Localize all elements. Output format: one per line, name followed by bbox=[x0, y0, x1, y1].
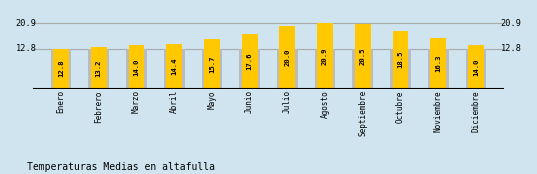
Bar bbox=[240, 49, 260, 89]
Text: 13.2: 13.2 bbox=[96, 59, 101, 77]
Text: 14.4: 14.4 bbox=[171, 57, 177, 75]
Text: 12.8: 12.8 bbox=[58, 60, 64, 77]
Bar bbox=[355, 24, 371, 89]
Text: 12.8: 12.8 bbox=[500, 44, 521, 53]
Bar bbox=[50, 49, 71, 89]
Text: 16.3: 16.3 bbox=[436, 54, 441, 72]
Bar bbox=[91, 47, 107, 89]
Bar bbox=[315, 49, 336, 89]
Bar bbox=[53, 49, 69, 89]
Bar bbox=[277, 49, 297, 89]
Text: 14.0: 14.0 bbox=[133, 58, 140, 76]
Bar bbox=[393, 31, 409, 89]
Bar bbox=[430, 38, 446, 89]
Bar bbox=[242, 34, 258, 89]
Bar bbox=[128, 45, 144, 89]
Text: 14.0: 14.0 bbox=[473, 58, 479, 76]
Text: 20.5: 20.5 bbox=[360, 48, 366, 65]
Text: Temperaturas Medias en altafulla: Temperaturas Medias en altafulla bbox=[27, 162, 215, 172]
Bar bbox=[279, 26, 295, 89]
Bar bbox=[201, 49, 222, 89]
Text: 20.9: 20.9 bbox=[500, 19, 521, 28]
Bar bbox=[204, 39, 220, 89]
Text: 20.9: 20.9 bbox=[16, 19, 37, 28]
Text: 18.5: 18.5 bbox=[397, 51, 404, 68]
Text: 12.8: 12.8 bbox=[16, 44, 37, 53]
Text: 20.9: 20.9 bbox=[322, 47, 328, 65]
Bar bbox=[164, 49, 185, 89]
Text: 15.7: 15.7 bbox=[209, 55, 215, 73]
Bar bbox=[126, 49, 147, 89]
Bar bbox=[428, 49, 449, 89]
Bar bbox=[468, 45, 484, 89]
Bar bbox=[88, 49, 109, 89]
Bar bbox=[317, 23, 333, 89]
Bar bbox=[166, 44, 182, 89]
Bar bbox=[390, 49, 411, 89]
Bar bbox=[352, 49, 373, 89]
Bar bbox=[466, 49, 487, 89]
Text: 20.0: 20.0 bbox=[285, 49, 291, 66]
Text: 17.6: 17.6 bbox=[246, 52, 252, 70]
